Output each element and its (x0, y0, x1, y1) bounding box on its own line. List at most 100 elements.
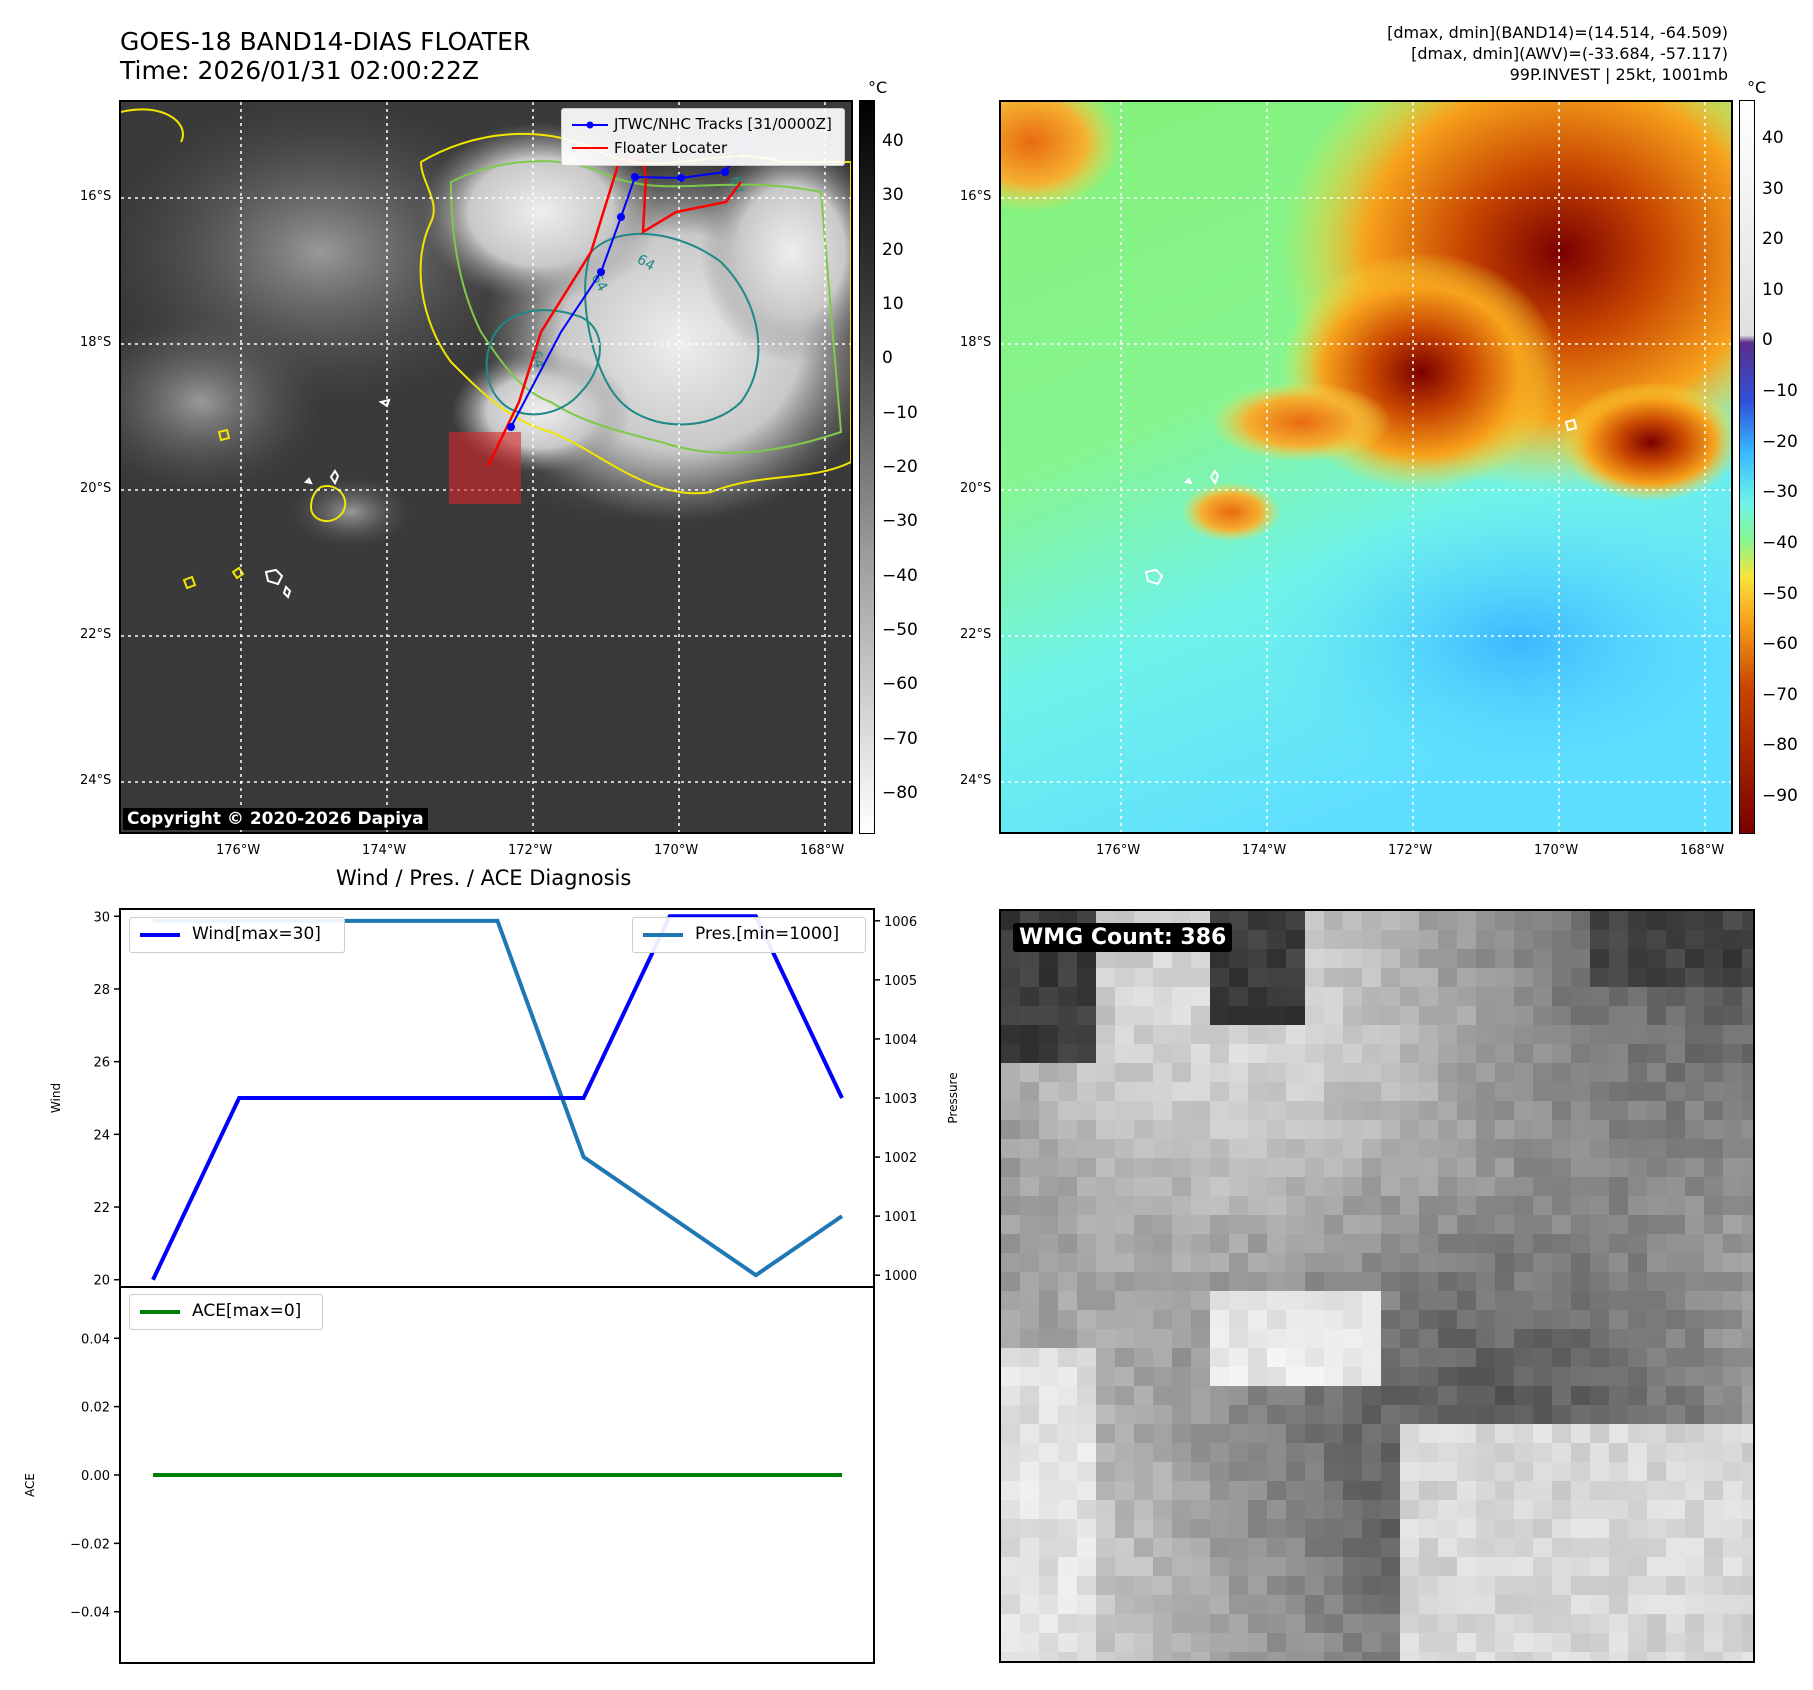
wmg-count-badge: WMG Count: 386 (1013, 923, 1233, 952)
pressure-ytick-label: 1000 (884, 1269, 917, 1284)
wind-ytick-label: 20 (93, 1274, 110, 1289)
ir-colorbar-tick: 10 (882, 293, 904, 314)
info-awv-range: [dmax, dmin](AWV)=(-33.684, -57.117) (1411, 44, 1728, 63)
contour-label: 64 (588, 271, 611, 295)
ir-lat-label: 20°S (80, 481, 112, 496)
wv-colorbar-tick: −80 (1762, 735, 1798, 756)
wv-colorbar-tick: −90 (1762, 786, 1798, 807)
wv-colorbar-tick: −30 (1762, 482, 1798, 503)
ace-ytick-label: 0.00 (81, 1469, 110, 1484)
ir-colorbar-tick: 40 (882, 130, 904, 151)
ace-panel: 0.04 0.02 0.00 −0.02 −0.04 ACE (23, 1286, 875, 1664)
ir-colorbar (859, 100, 875, 834)
wv-colorbar-unit: °C (1747, 78, 1767, 97)
wv-colorbar-tick: −70 (1762, 684, 1798, 705)
wind-ytick-label: 26 (93, 1056, 110, 1071)
wind-ytick-label: 30 (93, 910, 110, 925)
wv-colorbar-tick: 10 (1762, 279, 1784, 300)
ace-ytick-label: 0.02 (81, 1401, 110, 1416)
diagnosis-chart: 20 22 24 26 28 30 1000 1001 1002 1003 1004 1005 1006… (23, 908, 960, 1664)
info-band14-range: [dmax, dmin](BAND14)=(14.514, -64.509) (1387, 23, 1728, 42)
ir-lon-label: 170°W (654, 843, 699, 858)
pressure-axis-label: Pressure (946, 1072, 960, 1123)
wind-axis-label: Wind (49, 1083, 63, 1113)
pressure-ytick-label: 1001 (884, 1210, 917, 1225)
wv-colorbar-tick: 20 (1762, 229, 1784, 250)
ace-legend: ACE[max=0] (129, 1294, 323, 1330)
ir-lat-label: 22°S (80, 627, 112, 642)
wv-lat-label: 24°S (960, 773, 992, 788)
wv-colorbar-tick: 40 (1762, 127, 1784, 148)
wind-legend: Wind[max=30] (129, 917, 345, 953)
ir-colorbar-tick: −10 (882, 402, 918, 423)
wind-pressure-panel: 20 22 24 26 28 30 1000 1001 1002 1003 1004 1005 1006… (49, 908, 960, 1289)
ir-colorbar-tick: 0 (882, 348, 893, 369)
ace-ytick-label: −0.04 (70, 1606, 110, 1621)
ir-colorbar-tick: −20 (882, 457, 918, 477)
wv-colorbar-tick: 30 (1762, 178, 1784, 199)
wind-ytick-label: 28 (93, 983, 110, 998)
diagnosis-title: Wind / Pres. / ACE Diagnosis (336, 866, 632, 890)
wv-colorbar-tick: −40 (1762, 532, 1798, 553)
ir-legend: JTWC/NHC Tracks [31/0000Z] Floater Locat… (561, 108, 845, 166)
copyright-badge: Copyright © 2020-2026 Dapiya (123, 808, 428, 830)
contour-label: 64 (634, 252, 658, 275)
ir-colorbar-tick: −30 (882, 511, 918, 532)
wv-lon-label: 176°W (1096, 843, 1141, 858)
pressure-ytick-label: 1003 (884, 1092, 917, 1107)
ir-colorbar-tick: −80 (882, 783, 918, 804)
wv-colorbar-tick: 0 (1762, 330, 1773, 351)
wind-legend-label: Wind[max=30] (192, 924, 321, 944)
floater-box (449, 432, 521, 504)
figure-title: GOES-18 BAND14-DIAS FLOATER (120, 27, 531, 56)
wind-ytick-label: 24 (93, 1128, 110, 1143)
pressure-ytick-label: 1006 (884, 915, 917, 930)
ace-ytick-label: −0.02 (70, 1537, 110, 1552)
jtwc-track (510, 131, 754, 428)
ir-colorbar-tick: 20 (882, 239, 904, 260)
info-storm: 99P.INVEST | 25kt, 1001mb (1509, 65, 1728, 84)
ace-legend-label: ACE[max=0] (192, 1301, 302, 1321)
ir-colorbar-tick: 30 (882, 185, 904, 206)
contour-label: 64 (727, 175, 746, 195)
contour-label: 64 (527, 349, 547, 370)
ir-lat-label: 16°S (80, 189, 112, 204)
ir-colorbar-unit: °C (868, 78, 888, 97)
pressure-ytick-label: 1002 (884, 1151, 917, 1166)
wv-colorbar-tick: −50 (1762, 583, 1798, 604)
legend-tracks-label: JTWC/NHC Tracks [31/0000Z] (614, 115, 832, 133)
ir-lon-label: 176°W (216, 843, 261, 858)
wv-lat-label: 16°S (960, 189, 992, 204)
ir-lon-label: 174°W (362, 843, 407, 858)
wind-line (151, 914, 844, 1281)
pressure-legend-label: Pres.[min=1000] (695, 924, 840, 944)
ir-colorbar-tick: −70 (882, 728, 918, 749)
ir-colorbar-tick: −60 (882, 674, 918, 695)
wv-lat-label: 18°S (960, 335, 992, 350)
ir-colorbar-tick: −50 (882, 620, 918, 641)
wv-colorbar-tick: −60 (1762, 634, 1798, 655)
wv-colorbar-tick: −10 (1762, 381, 1798, 402)
wv-colorbar (1739, 100, 1755, 834)
wv-lon-label: 170°W (1534, 843, 1579, 858)
ir-lon-label: 172°W (508, 843, 553, 858)
wv-lat-label: 20°S (960, 481, 992, 496)
ace-axis-label: ACE (23, 1473, 37, 1497)
ace-ytick-label: 0.04 (81, 1332, 110, 1347)
ir-lon-label: 168°W (800, 843, 845, 858)
wv-lat-label: 22°S (960, 627, 992, 642)
wmg-image-panel: WMG Count: 386 (999, 909, 1755, 1663)
wv-lon-label: 174°W (1242, 843, 1287, 858)
wind-ytick-label: 22 (93, 1201, 110, 1216)
legend-floater-label: Floater Locater (614, 139, 728, 157)
ir-lat-label: 24°S (80, 773, 112, 788)
wv-lon-label: 172°W (1388, 843, 1433, 858)
ir-colorbar-tick: −40 (882, 565, 918, 586)
figure-time: Time: 2026/01/31 02:00:22Z (120, 56, 479, 85)
ir-lat-label: 18°S (80, 335, 112, 350)
wv-lon-label: 168°W (1680, 843, 1725, 858)
wv-image-panel (999, 100, 1733, 834)
pressure-ytick-label: 1004 (884, 1033, 917, 1048)
pressure-legend: Pres.[min=1000] (632, 917, 866, 953)
ir-image-panel: 64 64 64 64 JTWC/NHC Tracks [3 (119, 100, 853, 834)
